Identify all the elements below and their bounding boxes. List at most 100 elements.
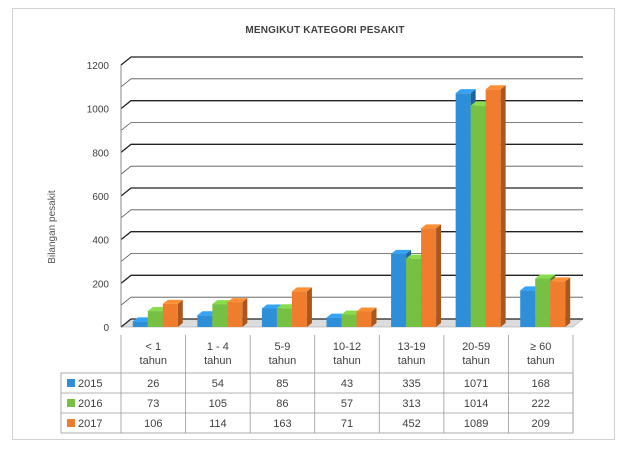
category-label: 13-19 bbox=[398, 341, 426, 353]
legend-label: 2015 bbox=[78, 378, 102, 390]
bar-top bbox=[356, 307, 377, 312]
category-label: tahun bbox=[527, 355, 555, 367]
legend-key-2016 bbox=[67, 399, 75, 407]
category-label: tahun bbox=[204, 355, 232, 367]
y-axis-label: Bilangan pesakit bbox=[47, 190, 58, 264]
table-cell: 43 bbox=[341, 378, 353, 390]
table-cell: 73 bbox=[147, 398, 159, 410]
gridline-minor bbox=[120, 165, 583, 175]
bar-face bbox=[356, 311, 372, 327]
bar-face bbox=[470, 105, 486, 327]
bar-face bbox=[197, 315, 213, 327]
table-cell: 106 bbox=[144, 418, 162, 430]
y-tick-label: 1200 bbox=[87, 61, 110, 72]
chart: MENGIKUT KATEGORI PESAKIT Bilangan pesak… bbox=[47, 25, 584, 434]
table-cell: 1014 bbox=[464, 398, 488, 410]
bar-face bbox=[147, 311, 163, 327]
gridline-minor bbox=[120, 209, 583, 219]
table-cell: 313 bbox=[402, 398, 420, 410]
bar-face bbox=[162, 303, 178, 327]
gridline-minor bbox=[120, 122, 583, 131]
category-label: 1 - 4 bbox=[207, 341, 229, 353]
category-label: tahun bbox=[140, 355, 168, 367]
legend-label: 2016 bbox=[78, 398, 102, 410]
table-cell: 85 bbox=[276, 378, 288, 390]
table-cell: 452 bbox=[402, 418, 420, 430]
bar-face bbox=[227, 302, 243, 327]
bar-top bbox=[485, 85, 506, 90]
category-label: tahun bbox=[398, 355, 426, 367]
bar-side bbox=[242, 298, 248, 327]
gridline-major bbox=[120, 187, 583, 197]
table-cell: 54 bbox=[212, 378, 224, 390]
legend-key-2017 bbox=[67, 419, 75, 427]
bar-2017-2 bbox=[291, 287, 312, 327]
table-cell: 57 bbox=[341, 398, 353, 410]
bar-top bbox=[391, 249, 412, 254]
y-tick-label: 0 bbox=[103, 323, 109, 334]
bar-side bbox=[500, 85, 506, 327]
gridlines bbox=[120, 56, 584, 328]
data-table: < 1 tahun 1 - 4 tahun 5-9 tahun 10-12 tahun 13-1… bbox=[60, 335, 574, 434]
bar-face bbox=[421, 228, 437, 327]
y-tick-label: 1000 bbox=[87, 105, 110, 116]
gridline-major bbox=[120, 100, 583, 110]
bar-side bbox=[306, 287, 312, 327]
bars bbox=[132, 85, 571, 327]
bar-face bbox=[212, 304, 228, 327]
table-border bbox=[60, 372, 574, 434]
bar-top bbox=[227, 298, 248, 303]
category-label: 20-59 bbox=[462, 341, 490, 353]
table-cell: 168 bbox=[532, 378, 550, 390]
bar-side bbox=[436, 224, 442, 327]
y-tick-label: 200 bbox=[92, 279, 109, 290]
category-label: 10-12 bbox=[333, 341, 361, 353]
bar-2017-5 bbox=[485, 85, 506, 327]
category-label: ≥ 60 bbox=[530, 341, 551, 353]
bar-face bbox=[261, 308, 277, 327]
bar-face bbox=[132, 321, 148, 327]
bar-side bbox=[565, 277, 571, 327]
bar-top bbox=[455, 89, 476, 94]
legend-key-2015 bbox=[67, 379, 75, 387]
table-cell: 114 bbox=[209, 418, 227, 430]
bar-face bbox=[550, 281, 566, 327]
gridline-major bbox=[120, 143, 583, 153]
category-label: 5-9 bbox=[274, 341, 290, 353]
chart-frame: MENGIKUT KATEGORI PESAKIT Bilangan pesak… bbox=[12, 8, 615, 440]
bar-face bbox=[391, 253, 407, 327]
table-cell: 86 bbox=[276, 398, 288, 410]
bar-face bbox=[455, 93, 471, 327]
bar-face bbox=[326, 317, 342, 327]
category-label: tahun bbox=[269, 355, 297, 367]
y-tick-label: 600 bbox=[92, 192, 109, 203]
chart-title: MENGIKUT KATEGORI PESAKIT bbox=[245, 25, 404, 36]
gridline-major bbox=[120, 231, 583, 241]
bar-2017-1 bbox=[227, 298, 248, 327]
bar-2017-6 bbox=[550, 277, 571, 327]
y-axis-ticks: 0 200 400 600 800 1000 1200 bbox=[87, 61, 110, 334]
bar-top bbox=[291, 287, 312, 292]
gridline-major bbox=[120, 274, 583, 284]
bar-top bbox=[162, 299, 183, 304]
bar-face bbox=[485, 89, 501, 327]
table-cell: 209 bbox=[532, 418, 550, 430]
y-tick-label: 400 bbox=[92, 236, 109, 247]
bar-top bbox=[261, 304, 282, 309]
bar-face bbox=[291, 291, 307, 327]
gridline-minor bbox=[120, 78, 583, 88]
table-cell: 1071 bbox=[464, 378, 488, 390]
gridline-major bbox=[120, 56, 583, 66]
table-cell: 335 bbox=[402, 378, 420, 390]
table-cell: 163 bbox=[273, 418, 291, 430]
table-cell: 71 bbox=[341, 418, 353, 430]
category-label: < 1 bbox=[145, 341, 161, 353]
table-cell: 105 bbox=[209, 398, 227, 410]
bar-side bbox=[371, 307, 377, 327]
gridline-minor bbox=[120, 296, 583, 306]
bar-face bbox=[341, 314, 357, 327]
legend-label: 2017 bbox=[78, 418, 102, 430]
bar-side bbox=[177, 299, 183, 327]
bar-top bbox=[421, 224, 442, 229]
bar-top bbox=[550, 277, 571, 282]
